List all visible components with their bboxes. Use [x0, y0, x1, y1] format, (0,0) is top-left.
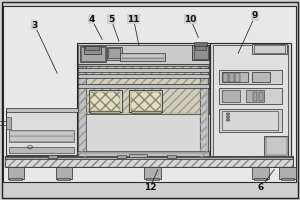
Bar [219, 109, 282, 132]
Bar [219, 88, 282, 104]
Bar [222, 111, 278, 130]
Bar [78, 64, 208, 114]
Bar [106, 47, 122, 60]
Bar [129, 154, 147, 158]
Bar [253, 92, 257, 101]
Bar [120, 53, 165, 61]
Bar [200, 67, 207, 157]
Circle shape [226, 116, 230, 118]
Bar [222, 90, 240, 102]
Bar [78, 45, 208, 64]
Bar [9, 130, 74, 142]
Bar [210, 43, 291, 158]
Bar [200, 66, 208, 158]
Bar [78, 151, 208, 156]
Bar [6, 109, 78, 155]
Bar [254, 45, 285, 53]
Bar [78, 68, 208, 72]
Bar [223, 73, 228, 82]
Text: 5: 5 [108, 15, 114, 23]
Text: 4: 4 [88, 15, 95, 23]
Bar [78, 84, 208, 88]
Bar [279, 167, 296, 179]
Bar [4, 157, 292, 159]
Circle shape [226, 119, 230, 121]
Bar [130, 111, 160, 113]
Bar [6, 117, 10, 129]
Bar [6, 108, 78, 112]
Bar [9, 178, 22, 180]
Bar [195, 45, 206, 50]
Bar [222, 72, 248, 82]
Bar [8, 167, 24, 179]
Bar [246, 90, 264, 102]
Bar [280, 178, 294, 180]
Bar [48, 155, 57, 158]
Bar [78, 66, 86, 158]
Bar [88, 90, 122, 112]
Bar [56, 167, 72, 179]
Text: 11: 11 [127, 15, 140, 23]
Bar [259, 92, 263, 101]
Bar [4, 156, 293, 167]
Bar [80, 65, 207, 113]
Bar [144, 167, 160, 179]
Bar [194, 46, 208, 59]
Bar [264, 136, 288, 156]
Text: 10: 10 [184, 15, 197, 23]
Bar [266, 137, 286, 155]
Bar [219, 70, 282, 84]
Bar [90, 92, 120, 111]
Bar [254, 178, 267, 180]
Bar [252, 167, 268, 179]
Bar [90, 111, 120, 113]
Bar [167, 155, 176, 158]
Bar [235, 73, 240, 82]
Bar [108, 48, 120, 58]
Bar [85, 46, 99, 50]
Text: 12: 12 [144, 183, 156, 192]
Bar [9, 147, 74, 153]
Text: 6: 6 [258, 183, 264, 192]
Bar [130, 92, 160, 111]
Bar [10, 131, 73, 142]
Bar [192, 45, 209, 60]
Bar [57, 178, 70, 180]
Bar [213, 45, 288, 156]
Bar [80, 46, 106, 62]
Bar [194, 42, 207, 46]
Bar [78, 152, 208, 154]
Bar [4, 156, 293, 167]
Bar [78, 74, 208, 78]
Bar [229, 73, 234, 82]
Text: 3: 3 [32, 21, 38, 29]
Bar [79, 67, 86, 157]
Bar [129, 90, 162, 112]
Bar [76, 43, 210, 158]
Bar [84, 46, 101, 54]
Text: 9: 9 [252, 11, 258, 21]
Bar [146, 178, 159, 180]
Bar [117, 155, 126, 158]
Bar [78, 64, 208, 66]
Bar [81, 47, 105, 61]
Circle shape [226, 113, 230, 115]
Bar [122, 54, 164, 60]
Bar [252, 72, 270, 82]
Bar [3, 6, 296, 182]
Bar [252, 44, 286, 54]
Bar [4, 156, 293, 158]
